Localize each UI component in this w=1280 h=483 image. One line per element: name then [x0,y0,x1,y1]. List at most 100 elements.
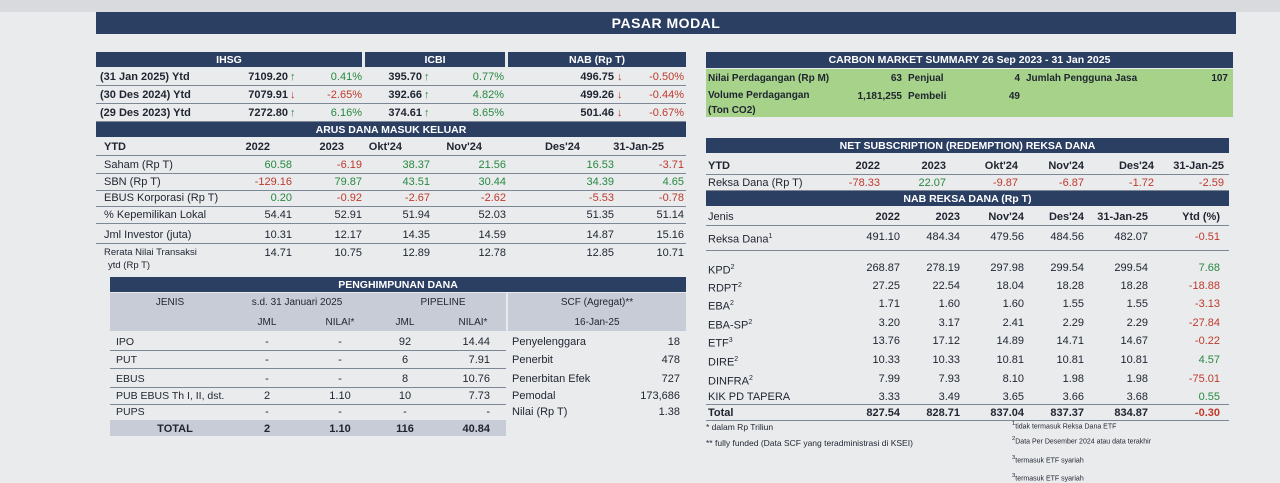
fund-row-divider [110,387,506,388]
carbon-penjual-value: 4 [1014,73,1020,84]
flows-cell: -3.71 [658,159,684,171]
flows-title: ARUS DANA MASUK KELUAR [96,122,686,137]
scf-value: 173,686 [640,390,680,402]
carbon-panel [706,69,1233,117]
fund-subheader: NILAI* [325,317,355,328]
nab-col-header: Ytd (%) [1182,211,1220,223]
flows-cell: 0.20 [270,192,292,204]
nab-col-header: 2023 [935,211,960,223]
nab-pct: -0.44% [649,89,684,101]
scf-label: Penyelenggara [512,336,587,348]
market-header-nab: NAB (Rp T) [508,52,686,67]
flows-cell: 10.31 [264,229,292,241]
nab-cell: 7.99 [878,373,900,385]
flows-cell: 16.53 [586,159,614,171]
nab-cell: 2.29 [1062,317,1084,329]
nab-cell: 1.71 [878,298,900,310]
carbon-users-value: 107 [1211,73,1228,84]
fund-total-pnilai: 40.84 [462,423,490,435]
fund-row-label: EBUS [116,373,145,385]
flows-row-divider [96,173,686,174]
footnote-3: 3termasuk ETF syariah [1012,455,1084,465]
flows-row-divider [96,190,686,191]
nab-cell: 1.60 [938,298,960,310]
flows-cell: -6.19 [336,159,362,171]
ihsg-value: 7272.80 [248,107,288,119]
scf-label: Nilai (Rp T) [512,406,568,418]
fund-col-jenis: JENIS [155,297,185,308]
nab-total-ytd: -0.30 [1194,407,1220,419]
fund-row-label: PUB EBUS Th I, II, dst. [116,390,225,402]
fund-row-divider [110,350,506,351]
nab-row-label: ETF3 [708,337,733,350]
top-band [0,0,1280,12]
nab-row-label: RDPT2 [708,282,742,295]
nab-cell: 7.93 [938,373,960,385]
scf-label: Penerbit [512,354,553,366]
market-row-divider [96,103,686,104]
nab-pct: -0.67% [649,107,684,119]
arrow-up-icon: ↑ [424,71,430,83]
nab-row-label: EBA2 [708,300,734,313]
flows-cell: 51.35 [586,209,614,221]
scf-subheader-bg [508,293,686,331]
subs-col-ytd: YTD [708,160,730,172]
arrow-up-icon: ↑ [424,89,430,101]
nab-row-label: KIK PD TAPERA [708,391,791,403]
subs-col-header: 2022 [855,160,880,172]
scf-label: Penerbitan Efek [512,373,591,385]
nab-cell: 491.10 [866,231,900,243]
carbon-row1-value: 63 [890,73,902,84]
flows-cell: -5.53 [588,192,614,204]
fund-pipeline-nilai: 7.91 [468,354,490,366]
ihsg-pct: 6.16% [330,107,362,119]
nab-ytd: -0.22 [1194,335,1220,347]
fund-total-pjml: 116 [396,423,414,435]
subs-col-header: Okt'24 [984,160,1018,172]
carbon-title: CARBON MARKET SUMMARY 26 Sep 2023 - 31 J… [706,52,1233,68]
subs-cell: -78.33 [848,177,880,189]
icbi-value: 395.70 [388,71,422,83]
fund-jml: - [265,406,269,418]
nab-cell: 1.98 [1062,373,1084,385]
flows-row-divider [96,223,686,224]
scf-value: 727 [661,373,680,385]
fund-scf-date: 16-Jan-25 [574,317,620,328]
nab-col-header: 2022 [875,211,900,223]
nab-row-label: KPD2 [708,264,735,277]
fund-pipeline-jml: 6 [401,354,409,366]
nab-cell: 2.41 [1002,317,1024,329]
fund-nilai: - [338,336,342,348]
nab-cell: 482.07 [1114,231,1148,243]
flows-cell: 10.75 [334,247,362,259]
fund-pipeline-nilai: 14.44 [462,336,490,348]
flows-cell: 14.35 [402,229,430,241]
nab-row-label: Reksa Dana1 [708,233,773,246]
nab-cell: 484.56 [1050,231,1084,243]
fund-nilai: 1.10 [329,390,351,402]
fund-jml: - [265,373,269,385]
footnote-2: 2Data Per Desember 2024 atau data terakh… [1012,436,1152,446]
nab-cell: 299.54 [1050,262,1084,274]
nab-row-divider [706,250,1229,251]
nab-cell: 3.20 [878,317,900,329]
nab-cell: 1.60 [1002,298,1024,310]
market-row-label: (30 Des 2024) Ytd [100,89,191,101]
subs-row-label: Reksa Dana (Rp T) [708,177,803,189]
flows-cell: -0.78 [658,192,684,204]
flows-col-ytd: YTD [104,141,126,153]
nab-total-cell: 837.04 [990,407,1024,419]
fund-jml: - [265,354,269,366]
carbon-pembeli-label: Pembeli [908,91,947,102]
nab-cell: 1.98 [1126,373,1148,385]
nab-cell: 22.54 [932,280,960,292]
subs-cell: -2.59 [1198,177,1224,189]
subs-cell: -1.72 [1128,177,1154,189]
flows-cell: 12.85 [586,247,614,259]
market-header-ihsg: IHSG [96,52,362,67]
subs-col-header: 31-Jan-25 [1173,160,1224,172]
market-row-divider [96,85,686,86]
flows-cell: 14.59 [478,229,506,241]
nab-cell: 268.87 [866,262,900,274]
arrow-up-icon: ↑ [290,107,296,119]
